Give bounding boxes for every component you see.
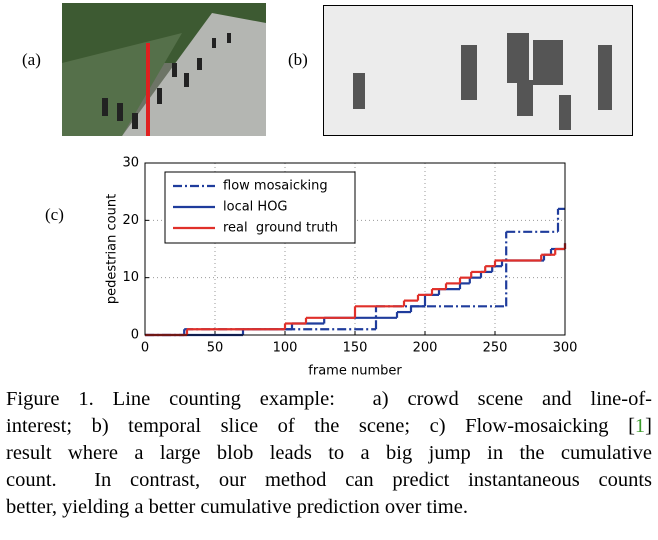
citation: 1: [634, 415, 646, 437]
caption-line: interest; b) temporal slice of the scene…: [6, 415, 652, 438]
caption-line: better, yielding a better cumulative pre…: [6, 496, 468, 518]
crowd-image: [62, 3, 266, 136]
legend-label: local HOG: [223, 200, 288, 215]
panel-label: (b): [288, 50, 308, 69]
caption-line: result where a large blob leads to a big…: [6, 442, 652, 464]
y-tick-label: 20: [122, 213, 139, 228]
panel-label: (a): [22, 50, 41, 69]
x-tick-label: 300: [553, 341, 578, 356]
legend-label: real ground truth: [223, 221, 338, 236]
x-tick-label: 100: [273, 341, 298, 356]
caption-text: interest; b) temporal slice of the scene…: [6, 415, 635, 437]
x-tick-label: 200: [413, 341, 438, 356]
x-tick-label: 50: [207, 341, 224, 356]
axes-frame: [144, 162, 566, 336]
x-tick-label: 150: [343, 341, 368, 356]
x-tick-label: 0: [141, 341, 149, 356]
y-tick-label: 10: [122, 270, 139, 285]
legend-label: flow mosaicking: [223, 179, 328, 194]
y-tick-label: 30: [122, 156, 139, 171]
caption-line: Figure 1. Line counting example: a) crow…: [6, 388, 652, 410]
y-axis-label: pedestrian count: [105, 194, 120, 304]
x-axis-label: frame number: [308, 364, 402, 379]
caption-line: count. In contrast, our method can predi…: [6, 469, 652, 491]
temporal-slice: [323, 5, 633, 136]
y-tick-label: 0: [131, 328, 139, 343]
caption-text: ]: [645, 415, 652, 437]
x-tick-label: 250: [483, 341, 508, 356]
chart: pedestrian count frame number 0 50 100 150 2…: [105, 156, 578, 379]
panel-label: (c): [45, 205, 64, 224]
